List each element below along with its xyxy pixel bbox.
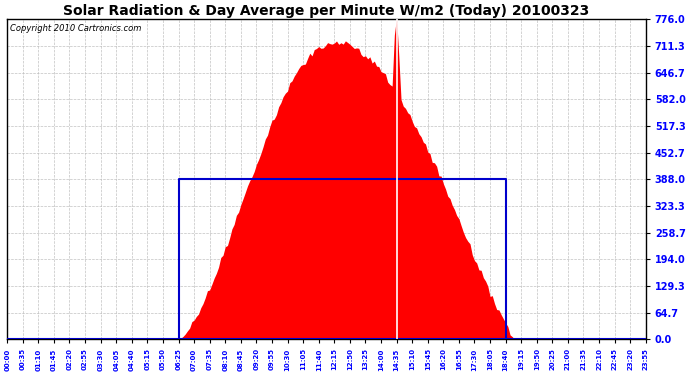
Title: Solar Radiation & Day Average per Minute W/m2 (Today) 20100323: Solar Radiation & Day Average per Minute… xyxy=(63,4,590,18)
Text: Copyright 2010 Cartronics.com: Copyright 2010 Cartronics.com xyxy=(10,24,141,33)
